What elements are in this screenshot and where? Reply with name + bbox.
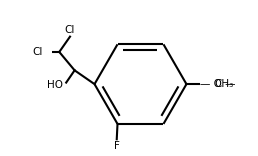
Text: Cl: Cl bbox=[65, 25, 75, 35]
Text: CH₃: CH₃ bbox=[214, 79, 233, 89]
Text: — O —: — O — bbox=[200, 79, 236, 89]
Text: Cl: Cl bbox=[33, 47, 43, 57]
Text: HO: HO bbox=[47, 80, 63, 90]
Text: F: F bbox=[114, 141, 120, 151]
